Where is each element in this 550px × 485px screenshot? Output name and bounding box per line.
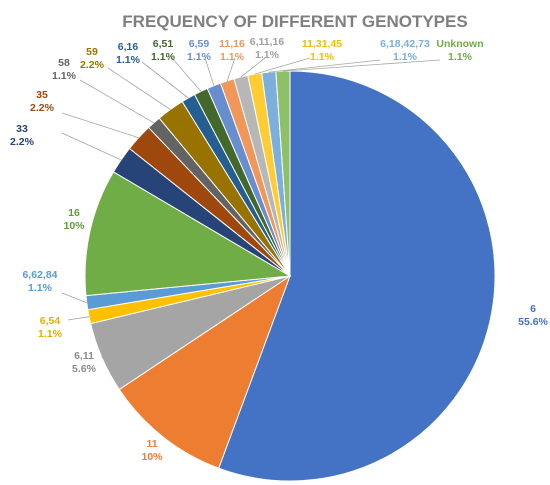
leader-line — [240, 57, 266, 78]
slice-label: 6,59 — [189, 38, 210, 50]
pie-slice-16 — [84, 171, 292, 297]
slice-label: Unknown — [436, 38, 483, 50]
slice-percent-label: 5.6% — [72, 363, 97, 375]
slice-labels: 655.6%1110%6,115.6%6,541.1%6,62,841.1%16… — [10, 36, 549, 463]
slice-percent-label: 10% — [63, 220, 85, 232]
leader-line — [268, 59, 381, 73]
leader-line — [141, 61, 189, 99]
slice-percent-label: 1.1% — [52, 70, 77, 82]
pie-slice-11 — [118, 274, 292, 469]
leader-line — [226, 57, 236, 82]
slice-percent-label: 1.1% — [448, 51, 473, 63]
slice-label: 11,16 — [219, 38, 245, 50]
slice-label: 58 — [58, 57, 70, 69]
slice-percent-label: 1.1% — [28, 282, 53, 294]
pie-slice-6 — [218, 70, 496, 482]
leader-line — [61, 292, 87, 304]
slice-percent-label: 1.1% — [310, 51, 335, 63]
slice-label: 6,11,16 — [250, 36, 285, 48]
leader-line — [79, 79, 155, 124]
slice-percent-label: 1.1% — [393, 51, 418, 63]
leader-line — [171, 57, 202, 92]
slice-label: 6,16 — [118, 41, 139, 53]
slice-percent-label: 1.1% — [187, 51, 212, 63]
slice-percent-label: 1.1% — [255, 49, 280, 61]
leader-line — [204, 57, 215, 86]
slice-percent-label: 2.2% — [30, 102, 55, 114]
slice-label: 6,18,42,73 — [380, 38, 430, 50]
slice-label: 16 — [68, 207, 80, 219]
leader-line — [107, 67, 171, 110]
chart-title: FREQUENCY OF DIFFERENT GENOTYPES — [122, 12, 467, 31]
slice-percent-label: 1.1% — [38, 328, 63, 340]
slice-label: 6,62,84 — [22, 269, 57, 281]
slice-label: 33 — [16, 123, 28, 135]
leader-line — [282, 59, 441, 72]
slice-percent-label: 1.1% — [116, 54, 141, 66]
slice-percent-label: 2.2% — [80, 59, 105, 71]
slice-label: 11 — [146, 438, 157, 450]
slice-label: 6 — [530, 303, 536, 315]
slice-percent-label: 10% — [141, 451, 163, 463]
slice-percent-label: 55.6% — [518, 316, 548, 328]
leader-line — [101, 343, 105, 358]
slice-label: 35 — [36, 89, 48, 101]
pie-slices — [84, 70, 496, 482]
slice-label: 6,11 — [74, 350, 94, 362]
leader-line — [61, 132, 122, 161]
slice-percent-label: 1.1% — [151, 51, 176, 63]
slice-percent-label: 1.1% — [220, 51, 245, 63]
leader-line — [67, 316, 90, 321]
slice-percent-label: 2.2% — [10, 136, 35, 148]
slice-label: 11,31,45 — [302, 38, 342, 50]
leader-line — [61, 112, 139, 139]
leader-lines — [61, 57, 441, 358]
leader-line — [254, 57, 311, 75]
slice-label: 6,51 — [153, 38, 174, 50]
slice-label: 59 — [86, 46, 98, 58]
slice-label: 6,54 — [40, 315, 61, 327]
